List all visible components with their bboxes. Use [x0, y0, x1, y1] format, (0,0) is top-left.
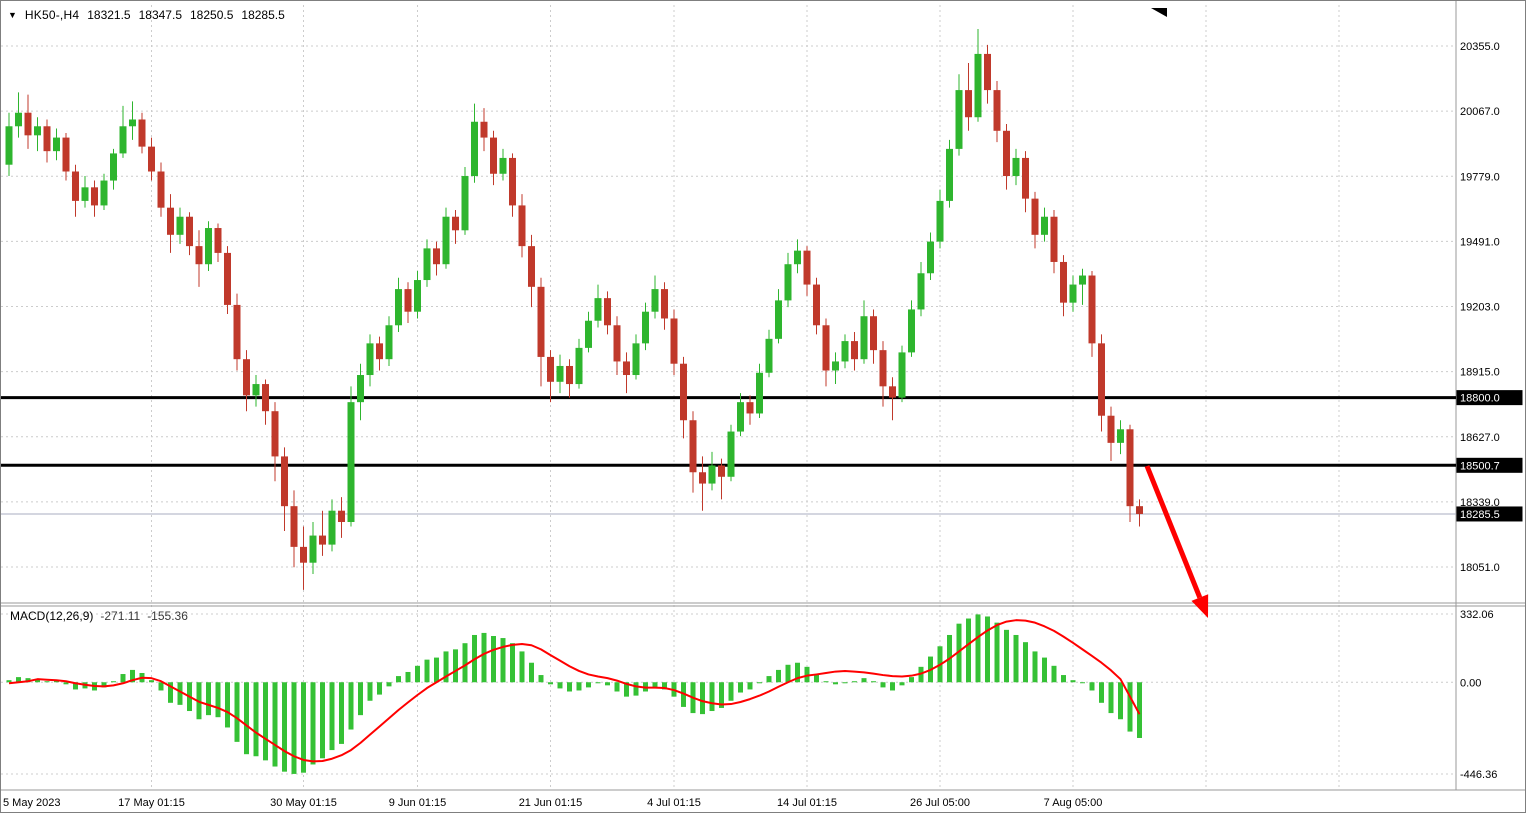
- price-level-tag: 18500.7: [1456, 457, 1523, 473]
- quote-high: 18347.5: [138, 8, 182, 22]
- svg-text:18500.7: 18500.7: [1460, 460, 1500, 472]
- svg-text:5 May 2023: 5 May 2023: [3, 797, 60, 809]
- svg-text:19203.0: 19203.0: [1460, 302, 1500, 314]
- svg-text:18285.5: 18285.5: [1460, 509, 1500, 521]
- svg-text:18800.0: 18800.0: [1460, 393, 1500, 405]
- price-level-tag: 18800.0: [1456, 390, 1523, 406]
- macd-signal-value: -155.36: [147, 609, 188, 623]
- svg-text:30 May 01:15: 30 May 01:15: [270, 797, 337, 809]
- macd-indicator-label: MACD(12,26,9) -271.11 -155.36: [10, 609, 188, 623]
- quote-bar: ▼ HK50-,H4 18321.5 18347.5 18250.5 18285…: [8, 8, 285, 22]
- svg-text:21 Jun 01:15: 21 Jun 01:15: [519, 797, 583, 809]
- svg-text:20067.0: 20067.0: [1460, 106, 1500, 118]
- symbol-period-label: HK50-,H4: [24, 8, 80, 22]
- current-price-tag: 18285.5: [1456, 506, 1523, 522]
- quote-low: 18250.5: [190, 8, 234, 22]
- svg-text:0.00: 0.00: [1460, 677, 1481, 689]
- macd-name: MACD(12,26,9): [10, 609, 94, 623]
- svg-text:18915.0: 18915.0: [1460, 367, 1500, 379]
- svg-text:20355.0: 20355.0: [1460, 41, 1500, 53]
- svg-text:19491.0: 19491.0: [1460, 236, 1500, 248]
- svg-text:18051.0: 18051.0: [1460, 562, 1500, 574]
- svg-text:17 May 01:15: 17 May 01:15: [118, 797, 185, 809]
- svg-text:14 Jul 01:15: 14 Jul 01:15: [777, 797, 837, 809]
- macd-signal-line: [8, 619, 1141, 763]
- macd-main-value: -271.11: [100, 609, 141, 623]
- symbol-dropdown-icon[interactable]: ▼: [8, 9, 17, 20]
- quote-open: 18321.5: [87, 8, 131, 22]
- svg-text:7 Aug 05:00: 7 Aug 05:00: [1044, 797, 1103, 809]
- svg-text:-446.36: -446.36: [1460, 769, 1497, 781]
- svg-text:26 Jul 05:00: 26 Jul 05:00: [910, 797, 970, 809]
- svg-text:4 Jul 01:15: 4 Jul 01:15: [647, 797, 701, 809]
- panel-separators: [1, 1, 1525, 791]
- svg-text:18339.0: 18339.0: [1460, 497, 1500, 509]
- grid-lines: [1, 5, 1456, 790]
- time-axis-labels: 5 May 2023 17 May 01:15 30 May 01:15 9 Jun …: [3, 797, 1102, 809]
- svg-text:9 Jun 01:15: 9 Jun 01:15: [389, 797, 447, 809]
- quote-close: 18285.5: [241, 8, 285, 22]
- trend-arrow[interactable]: [1144, 465, 1209, 618]
- svg-text:18627.0: 18627.0: [1460, 432, 1500, 444]
- chart-shift-icon[interactable]: [1151, 8, 1167, 17]
- svg-text:19779.0: 19779.0: [1460, 171, 1500, 183]
- svg-text:332.06: 332.06: [1460, 609, 1494, 621]
- price-axis-labels: 20355.0 20067.0 19779.0 19491.0 19203.0 18915…: [1460, 41, 1500, 781]
- candlestick-series: [5, 29, 1143, 590]
